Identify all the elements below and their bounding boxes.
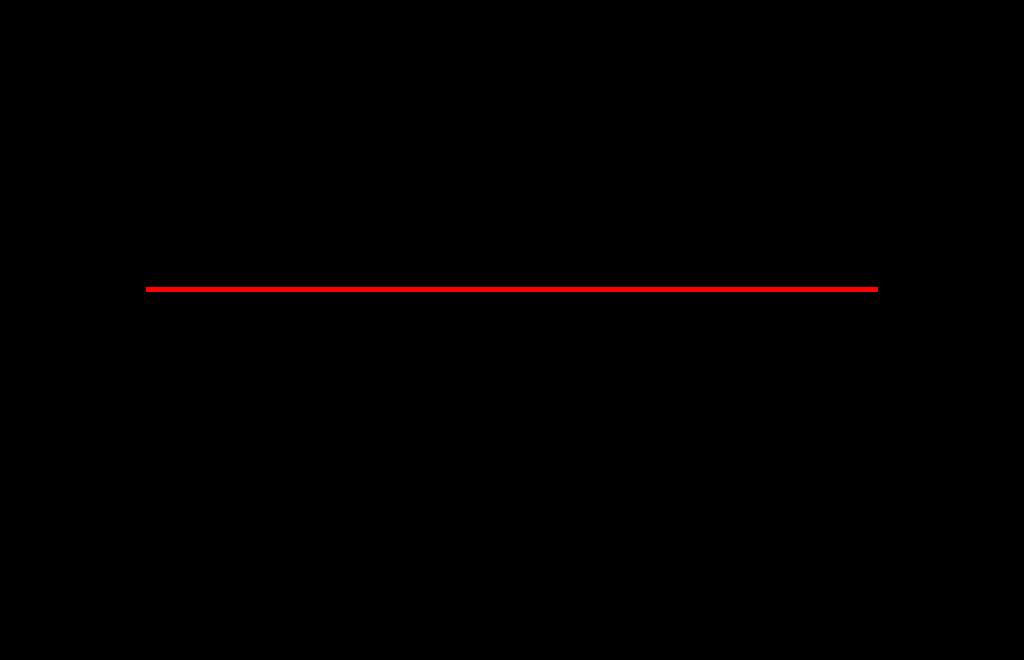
red-horizontal-line [146, 287, 878, 292]
